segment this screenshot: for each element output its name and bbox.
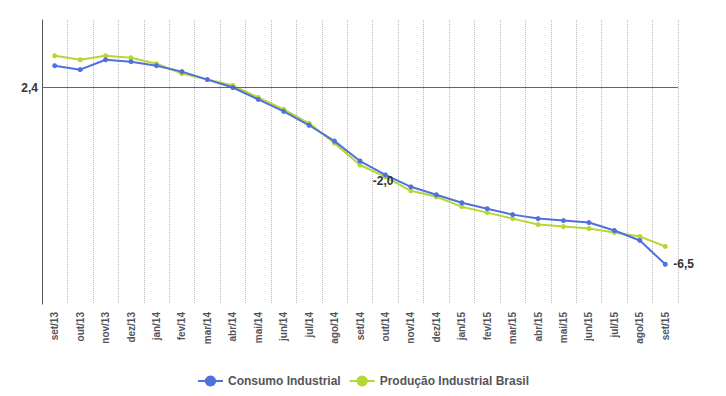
- svg-text:mai/14: mai/14: [253, 312, 264, 344]
- svg-text:ago/15: ago/15: [634, 312, 645, 344]
- svg-text:set/14: set/14: [355, 312, 366, 341]
- svg-text:out/13: out/13: [75, 312, 86, 342]
- svg-text:nov/13: nov/13: [100, 312, 111, 344]
- svg-text:fev/14: fev/14: [176, 312, 187, 341]
- svg-text:jan/14: jan/14: [151, 312, 162, 342]
- svg-text:ago/14: ago/14: [329, 312, 340, 344]
- svg-text:jul/14: jul/14: [304, 312, 315, 339]
- svg-text:abr/15: abr/15: [533, 312, 544, 342]
- svg-text:dez/13: dez/13: [126, 312, 137, 343]
- svg-text:-6,5: -6,5: [673, 257, 694, 271]
- svg-text:set/13: set/13: [49, 312, 60, 341]
- svg-text:abr/14: abr/14: [227, 312, 238, 342]
- svg-text:Consumo Industrial: Consumo Industrial: [228, 374, 341, 388]
- svg-text:Produção Industrial Brasil: Produção Industrial Brasil: [380, 374, 529, 388]
- svg-text:jan/15: jan/15: [456, 312, 467, 342]
- svg-text:jul/15: jul/15: [609, 312, 620, 339]
- svg-text:mai/15: mai/15: [558, 312, 569, 344]
- svg-text:mar/14: mar/14: [202, 312, 213, 345]
- svg-text:fev/15: fev/15: [482, 312, 493, 341]
- svg-text:mar/15: mar/15: [507, 312, 518, 345]
- svg-text:nov/14: nov/14: [405, 312, 416, 344]
- svg-text:out/14: out/14: [380, 312, 391, 342]
- svg-text:jun/14: jun/14: [278, 312, 289, 342]
- svg-text:-2,0: -2,0: [373, 174, 394, 188]
- svg-text:jun/15: jun/15: [583, 312, 594, 342]
- svg-text:dez/14: dez/14: [431, 312, 442, 343]
- svg-text:set/15: set/15: [660, 312, 671, 341]
- svg-text:2,4: 2,4: [21, 81, 38, 95]
